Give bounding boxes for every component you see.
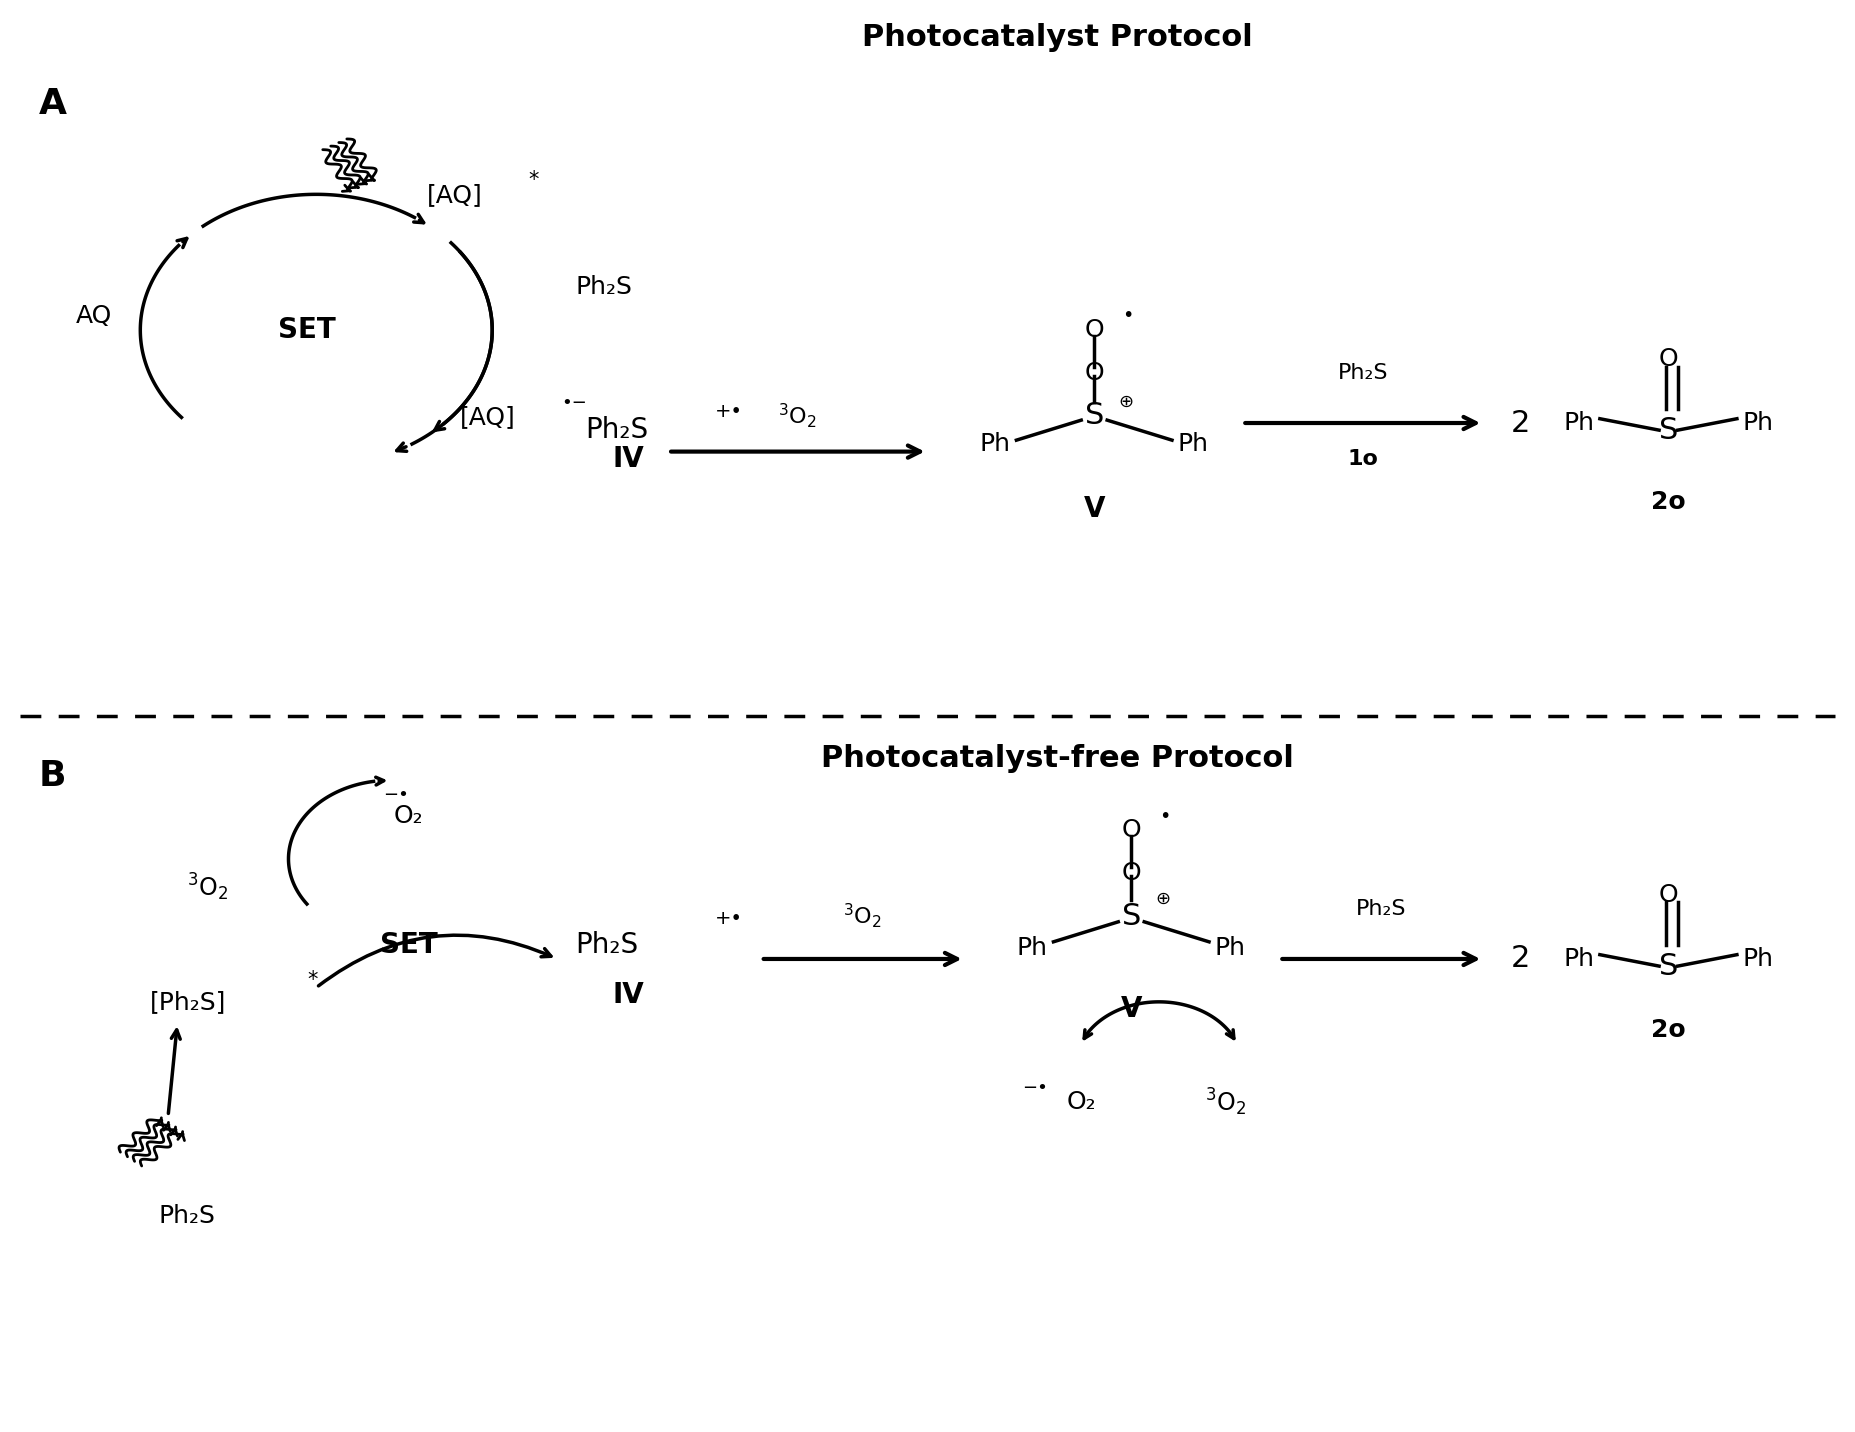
Text: ⊕: ⊕ (1156, 889, 1171, 908)
Text: O₂: O₂ (393, 803, 423, 828)
Text: V: V (1120, 995, 1143, 1022)
Text: A: A (39, 87, 67, 122)
Text: O: O (1658, 882, 1679, 906)
Text: IV: IV (612, 445, 644, 473)
Text: −•: −• (382, 786, 408, 803)
Text: Ph: Ph (979, 432, 1011, 457)
Text: 2o: 2o (1651, 490, 1686, 514)
Text: Ph₂S: Ph₂S (584, 417, 647, 444)
Text: S: S (1122, 902, 1141, 931)
Text: S: S (1085, 401, 1104, 431)
Text: Ph₂S: Ph₂S (158, 1204, 215, 1229)
Text: [Ph₂S]: [Ph₂S] (150, 990, 226, 1014)
Text: Photocatalyst-free Protocol: Photocatalyst-free Protocol (820, 745, 1293, 773)
Text: $^3$O$_2$: $^3$O$_2$ (1206, 1087, 1247, 1117)
Text: SET: SET (278, 316, 336, 344)
Text: Ph₂S: Ph₂S (575, 275, 633, 299)
Text: O: O (1122, 861, 1141, 885)
Text: O: O (1085, 318, 1104, 342)
Text: Ph: Ph (1215, 935, 1245, 959)
Text: SET: SET (380, 931, 438, 958)
Text: $^3$O$_2$: $^3$O$_2$ (844, 902, 881, 931)
Text: $^3$O$_2$: $^3$O$_2$ (187, 872, 228, 904)
Text: IV: IV (612, 981, 644, 1008)
Text: Ph: Ph (1564, 411, 1593, 435)
Text: 2: 2 (1510, 408, 1530, 438)
Text: *: * (308, 971, 317, 991)
Text: $^3$O$_2$: $^3$O$_2$ (779, 401, 818, 430)
Text: [AQ]: [AQ] (460, 405, 516, 430)
Text: AQ: AQ (76, 304, 113, 328)
Text: Ph: Ph (1178, 432, 1209, 457)
Text: *: * (529, 170, 538, 190)
Text: 1o: 1o (1347, 448, 1378, 468)
Text: Ph: Ph (1017, 935, 1048, 959)
Text: •: • (1159, 806, 1171, 825)
Text: Photocatalyst Protocol: Photocatalyst Protocol (863, 23, 1252, 52)
Text: O: O (1122, 818, 1141, 842)
Text: •−: •− (562, 394, 588, 412)
Text: ⊕: ⊕ (1119, 392, 1133, 411)
Text: •: • (1122, 306, 1133, 325)
Text: O: O (1658, 347, 1679, 371)
Text: +•: +• (714, 909, 742, 928)
Text: Ph₂S: Ph₂S (1337, 362, 1388, 382)
Text: 2: 2 (1510, 945, 1530, 974)
Text: Ph: Ph (1564, 947, 1593, 971)
Text: S: S (1658, 952, 1679, 981)
Text: O: O (1085, 361, 1104, 385)
Text: −•: −• (1022, 1078, 1048, 1097)
Text: V: V (1083, 495, 1106, 523)
Text: S: S (1658, 415, 1679, 445)
Text: Ph₂S: Ph₂S (1356, 899, 1406, 919)
Text: [AQ]: [AQ] (427, 183, 482, 208)
Text: B: B (39, 759, 67, 793)
Text: +•: +• (714, 402, 742, 421)
Text: O₂: O₂ (1067, 1090, 1096, 1114)
Text: Ph₂S: Ph₂S (575, 931, 638, 958)
Text: 2o: 2o (1651, 1018, 1686, 1042)
Text: Ph: Ph (1742, 947, 1773, 971)
Text: Ph: Ph (1742, 411, 1773, 435)
